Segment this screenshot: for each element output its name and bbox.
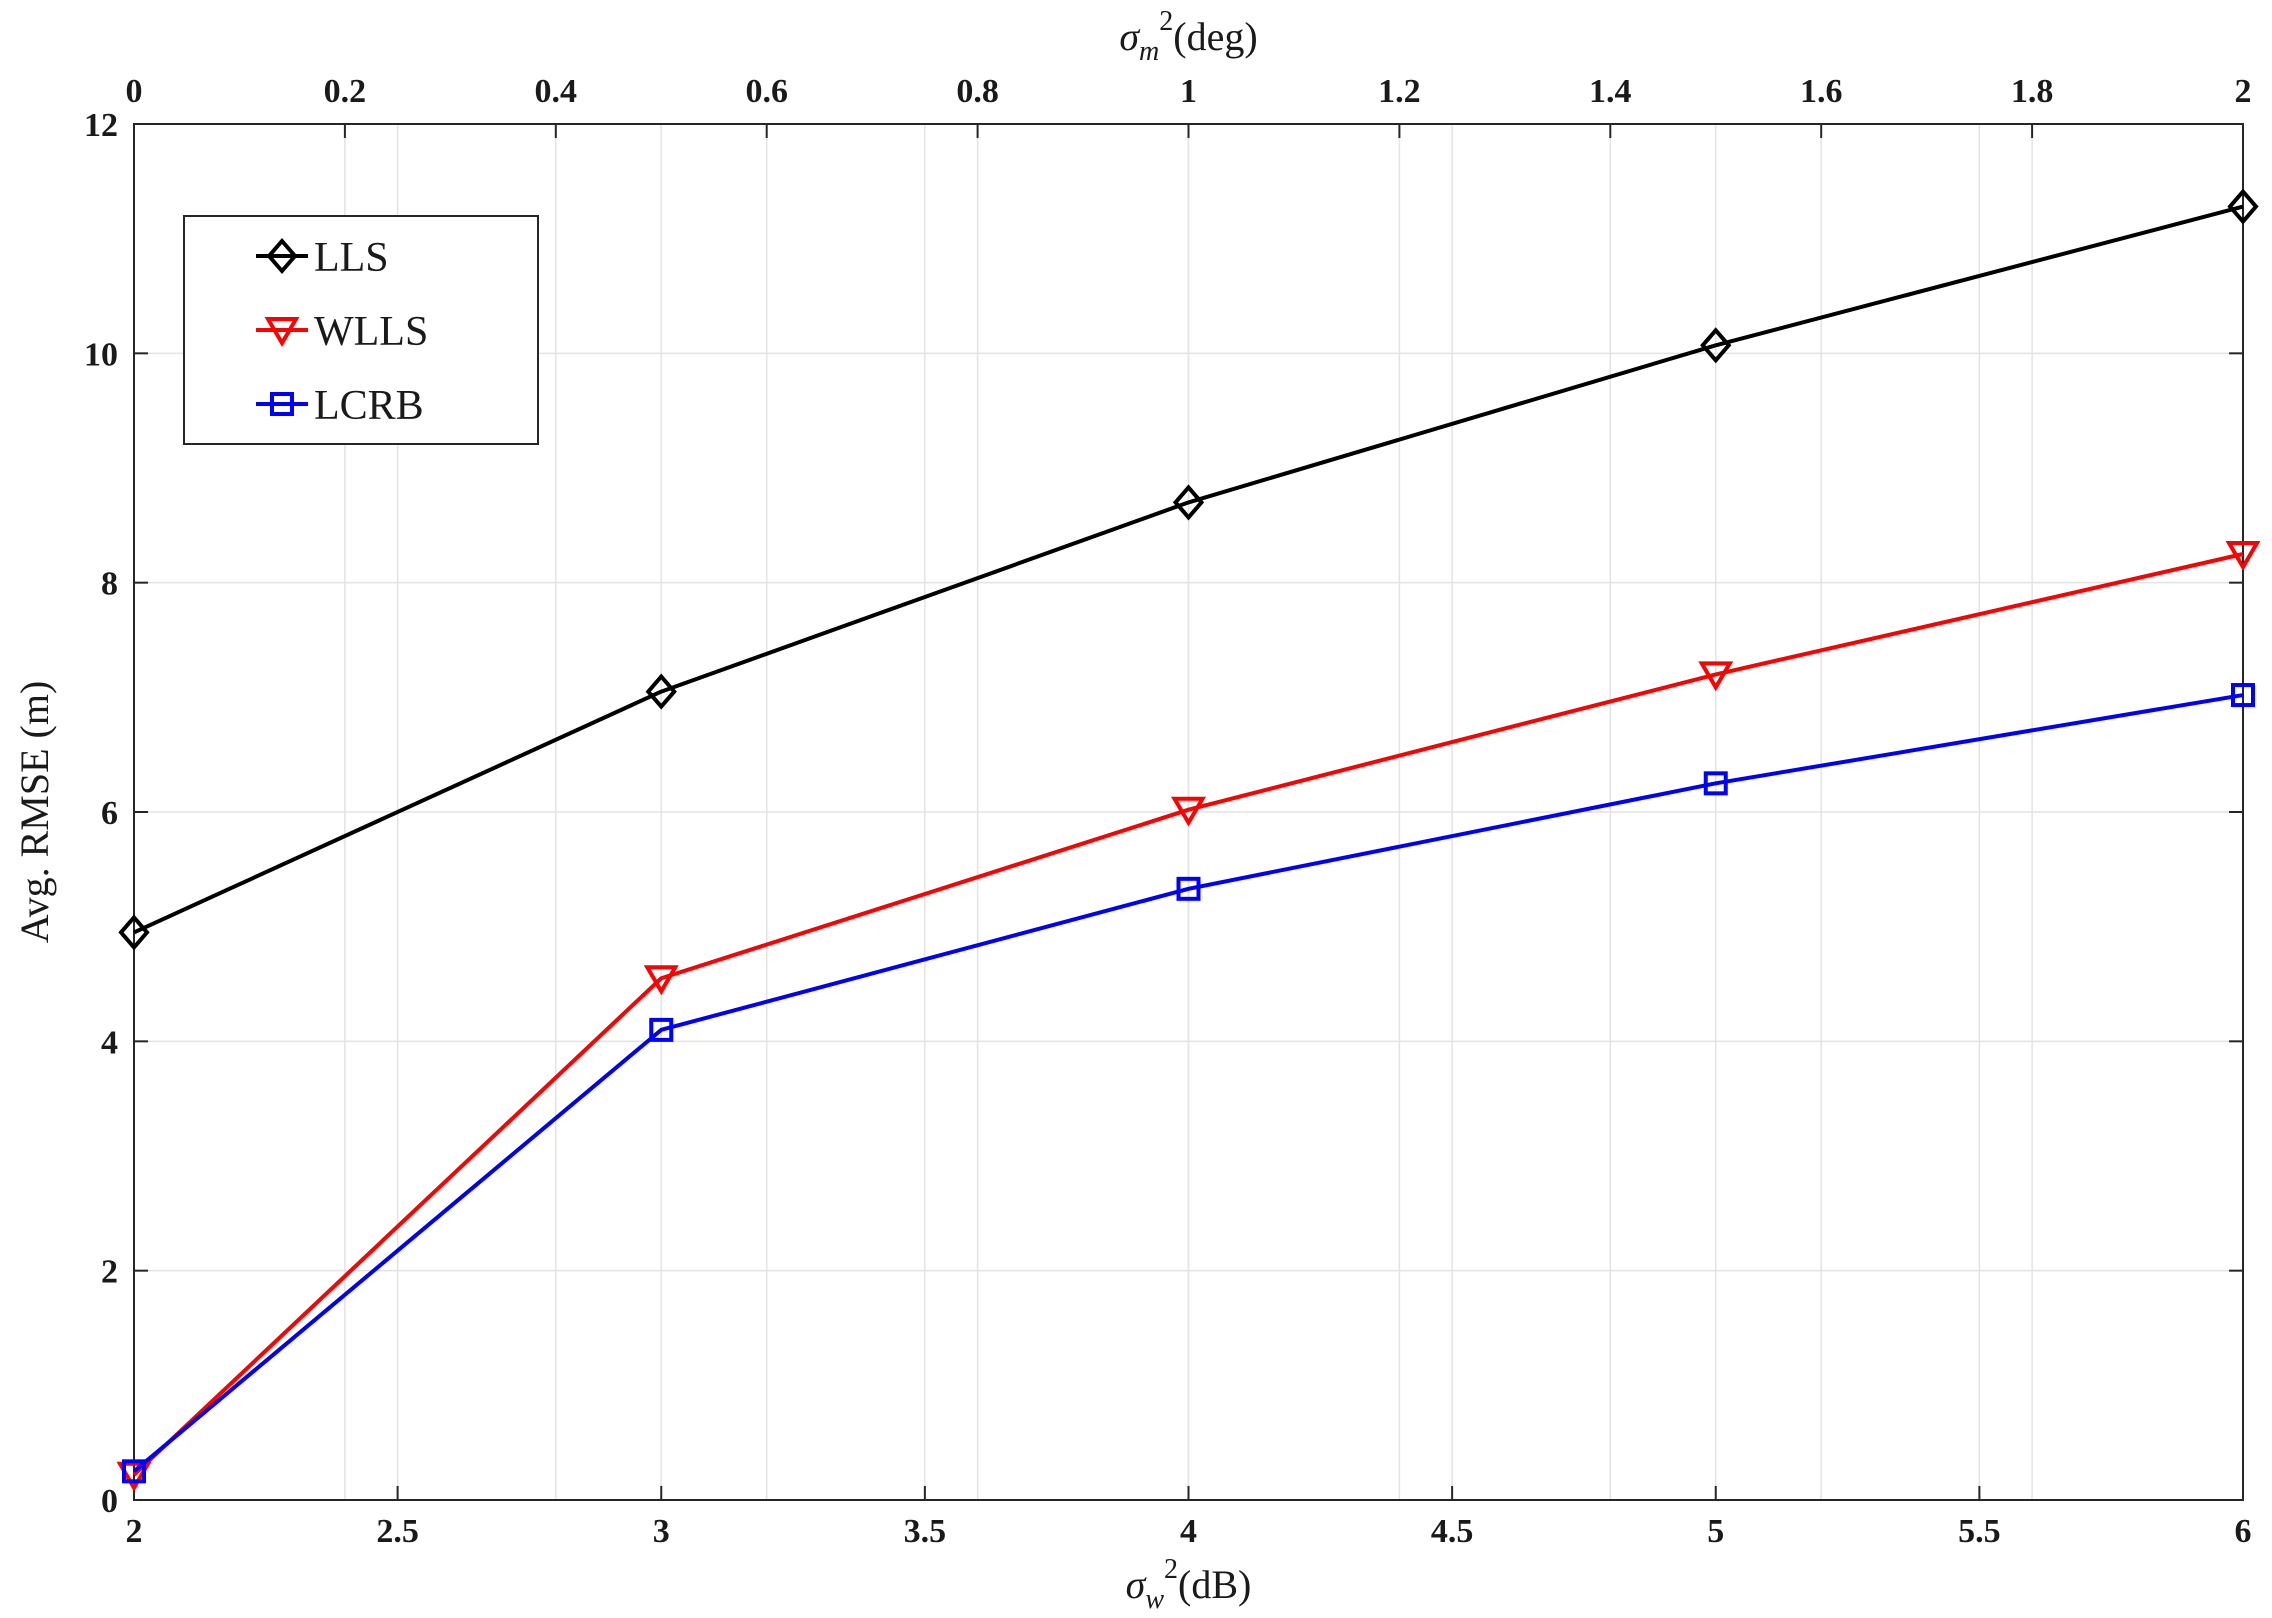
top-tick-label: 2 (2235, 73, 2252, 110)
data-point-wlls (1171, 796, 1206, 827)
y-tick-label: 4 (101, 1024, 118, 1061)
grid (133, 123, 2244, 1501)
x-axis-label-unit: (dB) (1178, 1562, 1251, 1607)
x-tick-label: 2.5 (376, 1513, 419, 1550)
legend-marker-lls (266, 237, 298, 275)
legend-marker-lcrb (270, 392, 294, 416)
legend-item-lcrb: LCRB (256, 383, 424, 429)
legend-label-wlls: WLLS (314, 309, 428, 355)
legend-box (183, 215, 539, 445)
data-point-lcrb (1703, 771, 1728, 796)
data-point-wlls (2225, 541, 2261, 571)
top-tick-label: 1.2 (1378, 73, 1421, 110)
legend-marker-wlls (264, 317, 300, 347)
axis-ticks: 2 2.5 3 3.5 4 4.5 5 5.5 6 0 0.2 0.4 0.6 0.8 1 1.2 1.4 1.6… (84, 73, 2252, 1550)
top-tick-label: 0.2 (324, 73, 367, 110)
data-point-lcrb (649, 1017, 674, 1042)
data-point-lcrb (1176, 876, 1201, 901)
legend-item-lls: LLS (256, 235, 389, 281)
x-tick-label: 6 (2235, 1513, 2252, 1550)
y-tick-label: 0 (101, 1483, 118, 1520)
data-point-wlls (643, 965, 679, 996)
y-tick-label: 8 (101, 566, 118, 603)
data-point-wlls (1698, 661, 1734, 692)
legend-item-wlls: WLLS (256, 309, 428, 355)
top-axis-label-base: σ (1119, 14, 1140, 59)
x-tick-label: 2 (126, 1513, 143, 1550)
top-axis-label-unit: (deg) (1173, 14, 1257, 59)
series-lls (118, 188, 2259, 951)
y-tick-label: 10 (84, 336, 118, 373)
series (116, 188, 2261, 1492)
top-axis-label-sub: m (1139, 36, 1159, 67)
x-axis-label-sub: w (1145, 1584, 1164, 1615)
x-tick-label: 5.5 (1958, 1513, 2001, 1550)
series-line-wlls (132, 552, 2244, 1477)
data-point-lls (1700, 327, 1732, 364)
data-point-lls (1172, 484, 1205, 521)
x-axis-label: σw2(dB) (1126, 1554, 1252, 1615)
legend: LLS WLLS LCRB (183, 215, 539, 445)
data-point-lls (118, 914, 150, 951)
x-tick-label: 3 (653, 1513, 670, 1550)
x-axis-label-base: σ (1126, 1562, 1147, 1607)
top-axis-label-sup: 2 (1159, 6, 1173, 37)
series-line-lcrb (132, 693, 2244, 1473)
x-tick-label: 3.5 (904, 1513, 947, 1550)
top-tick-label: 0.4 (535, 73, 578, 110)
series-wlls (116, 541, 2261, 1492)
x-tick-label: 4 (1180, 1513, 1197, 1550)
x-axis-label-sup: 2 (1164, 1554, 1178, 1585)
y-tick-label: 12 (84, 107, 118, 144)
y-tick-label: 2 (101, 1254, 118, 1291)
data-point-lcrb (2231, 683, 2255, 708)
top-tick-label: 1.8 (2011, 73, 2054, 110)
top-tick-label: 0 (126, 73, 143, 110)
top-tick-label: 1 (1180, 73, 1197, 110)
data-point-lls (2227, 188, 2259, 225)
data-point-wlls (116, 1461, 152, 1492)
data-point-lcrb (122, 1459, 146, 1484)
top-tick-label: 0.6 (745, 73, 788, 110)
top-tick-label: 0.8 (956, 73, 999, 110)
data-point-lls (645, 673, 677, 710)
series-lcrb (122, 683, 2255, 1484)
x-tick-label: 5 (1707, 1513, 1724, 1550)
top-axis-label: σm2(deg) (1119, 6, 1257, 67)
top-tick-label: 1.6 (1800, 73, 1843, 110)
x-tick-label: 4.5 (1431, 1513, 1474, 1550)
legend-label-lcrb: LCRB (314, 383, 424, 429)
legend-label-lls: LLS (314, 235, 389, 281)
top-tick-label: 1.4 (1589, 73, 1632, 110)
y-tick-label: 6 (101, 795, 118, 832)
y-axis-label: Avg. RMSE (m) (12, 681, 57, 944)
series-line-lls (133, 204, 2244, 935)
